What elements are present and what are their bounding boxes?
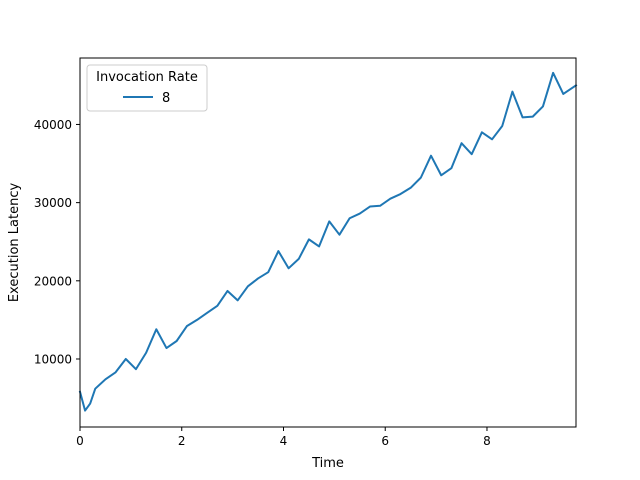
x-tick-label: 4	[280, 434, 288, 448]
x-tick-label: 0	[76, 434, 84, 448]
legend-box	[86, 64, 208, 112]
series-layer	[78, 71, 578, 412]
plot-frame	[79, 57, 577, 428]
series-line-8	[78, 71, 578, 412]
legend-entry-label: 8	[162, 91, 170, 106]
legend: Invocation Rate 8	[86, 64, 208, 112]
y-tick-label: 20000	[34, 274, 72, 288]
plot-area	[80, 58, 576, 427]
y-tick-label: 10000	[34, 352, 72, 366]
axes-layer	[79, 57, 577, 428]
y-axis-label: Execution Latency	[7, 183, 22, 303]
x-tick-label: 2	[178, 434, 186, 448]
legend-title: Invocation Rate	[96, 70, 198, 85]
x-axis-label: Time	[311, 456, 344, 471]
ticks-layer: 0 2 4 6 8 10000 20000 30000 40000	[34, 118, 491, 448]
y-tick-label: 40000	[34, 118, 72, 132]
y-tick-label: 30000	[34, 196, 72, 210]
x-tick-label: 8	[483, 434, 491, 448]
x-tick-label: 6	[381, 434, 389, 448]
